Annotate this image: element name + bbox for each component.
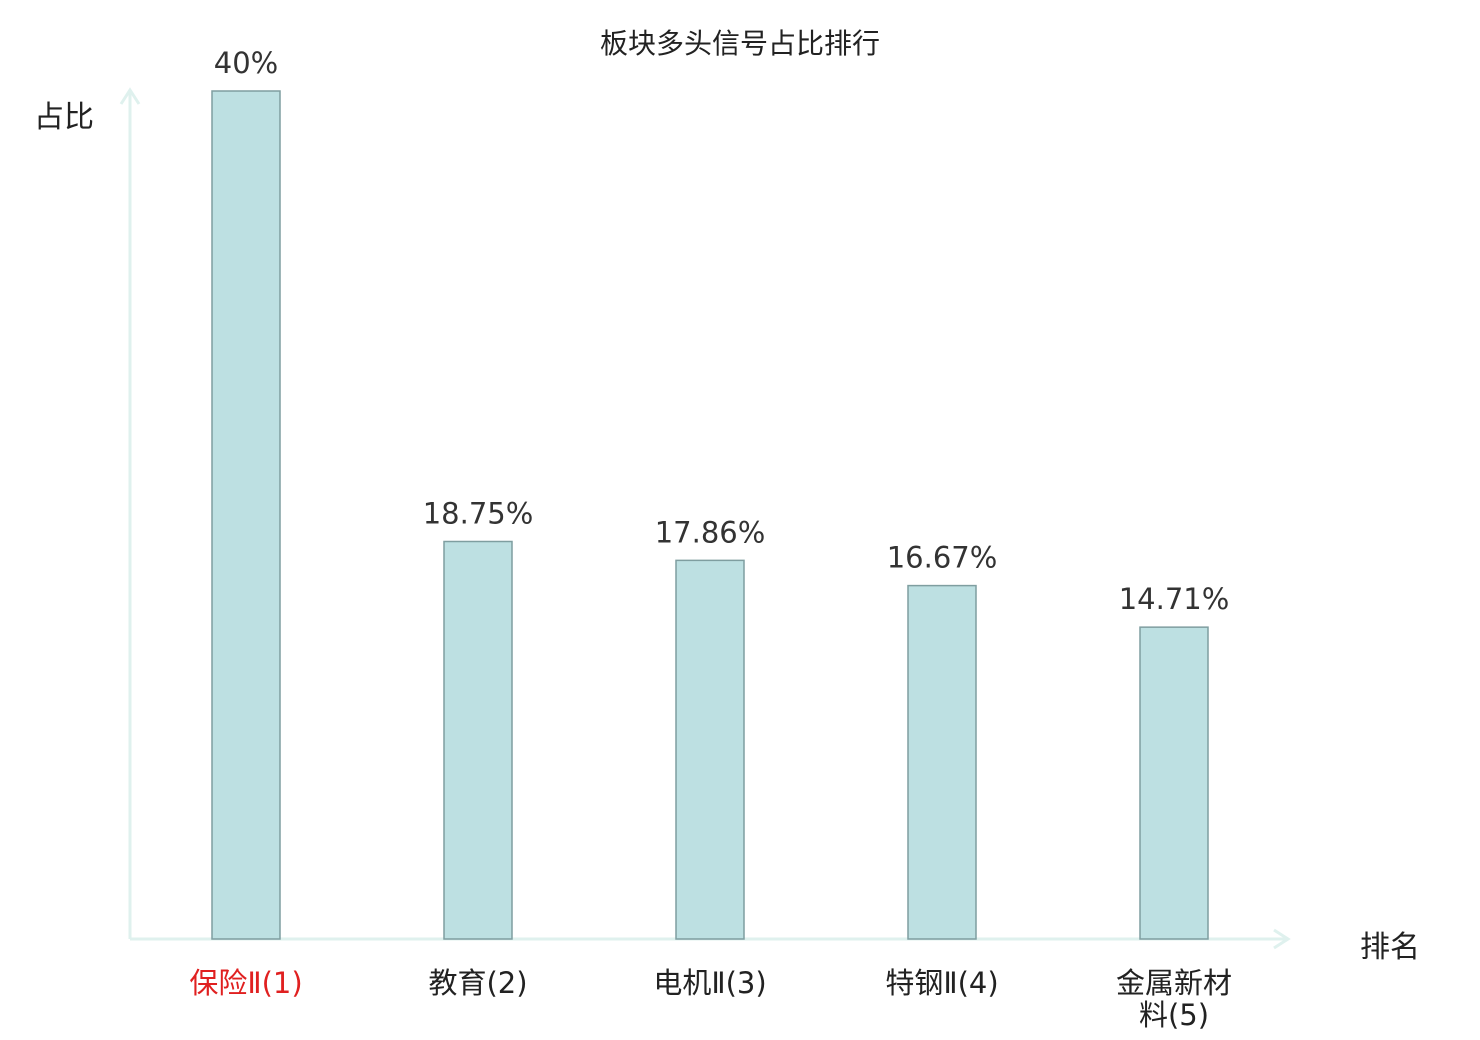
data-label: 14.71% bbox=[1119, 582, 1230, 616]
category-tick-label: 教育(2) bbox=[428, 966, 527, 1000]
data-label: 17.86% bbox=[655, 515, 766, 549]
bars bbox=[211, 90, 1209, 940]
x-axis-label: 排名 bbox=[1360, 930, 1420, 965]
bar bbox=[211, 90, 281, 940]
bar bbox=[443, 540, 513, 940]
category-tick-label: 保险Ⅱ(1) bbox=[189, 966, 302, 1000]
category-tick-label: 电机Ⅱ(3) bbox=[653, 966, 766, 1000]
category-tick-label: 金属新材料(5) bbox=[1116, 966, 1232, 1032]
bar bbox=[1139, 626, 1209, 940]
data-label: 16.67% bbox=[887, 541, 998, 575]
data-label: 40% bbox=[214, 46, 278, 80]
bar bbox=[907, 584, 977, 940]
bar bbox=[675, 559, 745, 940]
chart-title: 板块多头信号占比排行 bbox=[599, 27, 880, 60]
value-labels: 40% 18.75% 17.86% 16.67% 14.71% bbox=[214, 46, 1230, 616]
y-axis-arrow bbox=[119, 87, 141, 105]
data-label: 18.75% bbox=[423, 497, 534, 531]
category-tick-label: 特钢Ⅱ(4) bbox=[885, 966, 998, 1000]
y-axis-label: 占比 bbox=[34, 100, 94, 135]
category-labels: 保险Ⅱ(1) 教育(2) 电机Ⅱ(3) 特钢Ⅱ(4) 金属新材料(5) bbox=[189, 966, 1232, 1032]
x-axis-arrow bbox=[1273, 928, 1291, 950]
